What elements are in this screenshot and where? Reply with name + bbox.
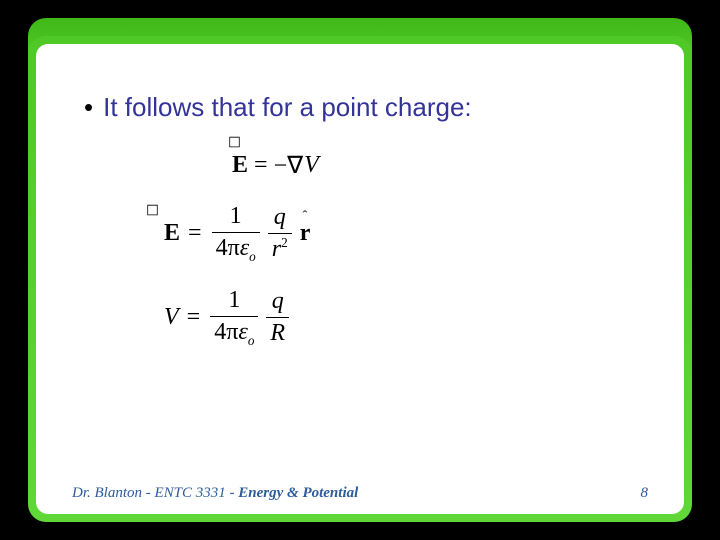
eq3-eps: ε bbox=[238, 319, 247, 345]
eq2-rhat-caret: ˆ bbox=[303, 210, 308, 224]
eq2-eps: ε bbox=[240, 235, 249, 261]
slide-footer: Dr. Blanton - ENTC 3331 - Energy & Poten… bbox=[72, 485, 648, 502]
eq3-4pi: 4π bbox=[214, 319, 238, 345]
eq2-eps-sub: o bbox=[249, 249, 256, 264]
eq2-r: r bbox=[272, 236, 281, 262]
footer-left: Dr. Blanton - ENTC 3331 - Energy & Poten… bbox=[72, 485, 358, 502]
eq3-frac2-den: R bbox=[266, 319, 289, 348]
eq2-E: E bbox=[164, 220, 180, 246]
eq2-frac1-den: 4πεo bbox=[212, 234, 260, 265]
equation-3: V = 1 4πεo q R bbox=[164, 286, 648, 348]
bullet-dot: • bbox=[84, 92, 93, 122]
eq3-frac1-den: 4πεo bbox=[210, 318, 258, 349]
footer-sep1: - bbox=[142, 485, 155, 501]
eq3-frac2-bar bbox=[266, 317, 289, 318]
footer-course-title: Energy & Potential bbox=[238, 485, 358, 501]
eq3-frac1-bar bbox=[210, 316, 258, 317]
eq2-frac1-num: 1 bbox=[226, 202, 246, 231]
eq2-frac2-num: q bbox=[270, 203, 290, 232]
eq2-frac1-bar bbox=[212, 232, 260, 233]
eq2-4pi: 4π bbox=[216, 235, 240, 261]
eq2-frac1: 1 4πεo bbox=[212, 202, 260, 264]
eq1-V: V bbox=[304, 152, 319, 179]
bullet-text: It follows that for a point charge: bbox=[103, 92, 472, 122]
eq3-frac2: q R bbox=[266, 287, 289, 348]
eq3-frac1: 1 4πεo bbox=[210, 286, 258, 348]
eq1-neg-grad: −∇ bbox=[274, 151, 304, 180]
equation-2: ⃞ E = 1 4πεo q r2 bbox=[164, 202, 648, 264]
eq1-lhs: ⃞ E bbox=[232, 152, 248, 179]
eq2-lhs: ⃞ E bbox=[164, 220, 180, 247]
main-panel: • It follows that for a point charge: ⃞ E… bbox=[28, 36, 692, 522]
eq3-frac2-num: q bbox=[268, 287, 288, 316]
footer-course-code: ENTC 3331 bbox=[155, 485, 226, 501]
eq2-frac2: q r2 bbox=[268, 203, 292, 264]
eq3-eps-sub: o bbox=[248, 333, 255, 348]
equation-1: ⃞ E = −∇ V bbox=[232, 151, 648, 180]
eq3-V: V bbox=[164, 304, 179, 331]
equations-block: ⃞ E = −∇ V ⃞ E = 1 bbox=[164, 151, 648, 349]
eq2-r-sup: 2 bbox=[281, 235, 288, 250]
eq2-equals: = bbox=[188, 220, 202, 247]
footer-sep2: - bbox=[226, 485, 239, 501]
eq2-rhat: ˆ r bbox=[300, 220, 311, 247]
eq2-frac2-den: r2 bbox=[268, 235, 292, 264]
footer-author: Dr. Blanton bbox=[72, 485, 142, 501]
eq3-frac1-num: 1 bbox=[224, 286, 244, 315]
eq2-frac2-bar bbox=[268, 233, 292, 234]
content-area: • It follows that for a point charge: ⃞ E… bbox=[36, 44, 684, 514]
slide-frame: • It follows that for a point charge: ⃞ E… bbox=[28, 18, 692, 522]
eq1-equals: = bbox=[254, 152, 268, 179]
eq3-equals: = bbox=[187, 304, 201, 331]
bullet-line: • It follows that for a point charge: bbox=[84, 92, 648, 123]
eq1-E: E bbox=[232, 152, 248, 178]
footer-page-number: 8 bbox=[641, 485, 649, 502]
